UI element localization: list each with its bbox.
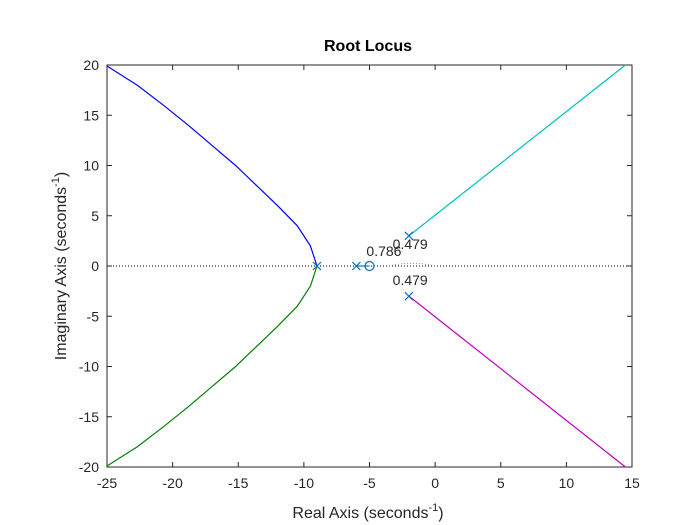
damping-annotation: 0.786 xyxy=(366,243,401,259)
y-tick-label: 5 xyxy=(91,208,99,224)
y-tick-label: 10 xyxy=(83,158,99,174)
x-tick-label: 15 xyxy=(624,475,640,491)
x-tick-label: -5 xyxy=(363,475,376,491)
pole-marker xyxy=(404,291,414,301)
pole-marker xyxy=(351,261,361,271)
locus-branch-4 xyxy=(408,295,626,468)
plot-area: -25 -20 -15 -10 -5 0 5 10 15-20-15-10-5051015200… xyxy=(79,57,640,491)
y-tick-label: -20 xyxy=(79,459,99,475)
y-axis-label: Imaginary Axis (seconds-1) xyxy=(50,172,70,361)
pole-marker xyxy=(404,231,414,241)
y-tick-label: -5 xyxy=(87,308,100,324)
pole-marker xyxy=(312,261,322,271)
locus-branch-3 xyxy=(408,64,626,237)
chart-title: Root Locus xyxy=(324,38,412,55)
y-tick-label: -15 xyxy=(79,409,99,425)
zero-marker xyxy=(364,260,375,272)
y-tick-label: 20 xyxy=(83,57,99,73)
x-tick-label: 0 xyxy=(431,475,439,491)
x-tick-label: 10 xyxy=(559,475,575,491)
x-tick-label: -15 xyxy=(228,475,248,491)
x-axis-label: Real Axis (seconds-1) xyxy=(292,502,443,522)
y-axis-label-main: Imaginary Axis (seconds xyxy=(53,187,70,360)
damping-annotation: 0.479 xyxy=(393,272,428,288)
y-axis-label-end: ) xyxy=(53,172,70,177)
x-axis-label-main: Real Axis (seconds xyxy=(292,505,428,522)
y-tick-label: 0 xyxy=(91,258,99,274)
damping-arc xyxy=(389,262,436,267)
y-axis-label-sup: -1 xyxy=(50,177,62,187)
x-tick-label: -25 xyxy=(97,475,117,491)
damping-annotation: 0.479 xyxy=(393,236,428,252)
x-tick-label: 5 xyxy=(497,475,505,491)
locus-branch-2 xyxy=(106,265,318,467)
x-axis-label-sup: -1 xyxy=(428,502,438,514)
y-tick-label: 15 xyxy=(83,107,99,123)
x-axis-label-end: ) xyxy=(438,505,443,522)
x-tick-label: -10 xyxy=(294,475,314,491)
y-tick-label: -10 xyxy=(79,359,99,375)
x-tick-label: -20 xyxy=(163,475,183,491)
locus-branch-1 xyxy=(106,65,318,267)
